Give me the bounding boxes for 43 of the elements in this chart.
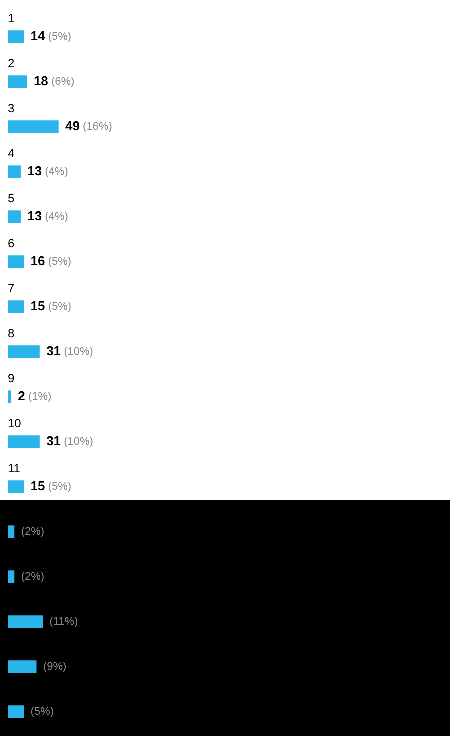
data-label: (5%): [30, 706, 54, 718]
bar: [8, 390, 12, 404]
bar: [8, 346, 40, 358]
data-label: 13 (4%): [28, 208, 68, 224]
bar: [8, 570, 15, 584]
y-tick-label: 4: [8, 146, 15, 160]
y-tick-label: 7: [8, 281, 15, 296]
y-tick-label: 3: [8, 101, 15, 116]
bar: [8, 76, 28, 88]
data-label: 13 (4%): [28, 164, 68, 179]
y-tick-label: 10: [8, 416, 22, 430]
y-tick-label: 1: [8, 11, 15, 26]
y-tick-label: 11: [8, 461, 21, 476]
data-label: (9%): [43, 661, 67, 674]
bar: [8, 256, 24, 268]
data-label: 15 (5%): [30, 298, 72, 314]
y-tick-label: 6: [8, 236, 15, 250]
bar: [8, 616, 44, 628]
bar: [8, 436, 40, 448]
y-tick-label: 2: [8, 56, 15, 70]
data-label: 2 (1%): [18, 388, 52, 404]
data-label: 31 (10%): [46, 434, 94, 449]
data-label: (2%): [21, 526, 45, 538]
y-tick-label: 5: [8, 191, 15, 206]
data-label: 14 (5%): [30, 28, 72, 44]
data-label: 15 (5%): [30, 478, 72, 494]
data-label: (11%): [50, 616, 78, 628]
y-tick-label: 8: [8, 326, 15, 340]
bar: [8, 300, 24, 314]
bar: [8, 120, 59, 134]
data-label: (2%): [21, 571, 45, 584]
data-label: 18 (6%): [34, 74, 75, 89]
data-label: 49 (16%): [66, 118, 112, 134]
bar: [8, 706, 24, 718]
bar: [8, 30, 24, 44]
bar: [8, 210, 21, 224]
data-label: 31 (10%): [46, 344, 94, 359]
data-label: 16 (5%): [30, 254, 72, 269]
bar: [8, 166, 21, 178]
bar: [8, 480, 24, 494]
bar: [8, 526, 15, 538]
bar: [8, 660, 37, 674]
y-tick-label: 9: [8, 371, 15, 386]
